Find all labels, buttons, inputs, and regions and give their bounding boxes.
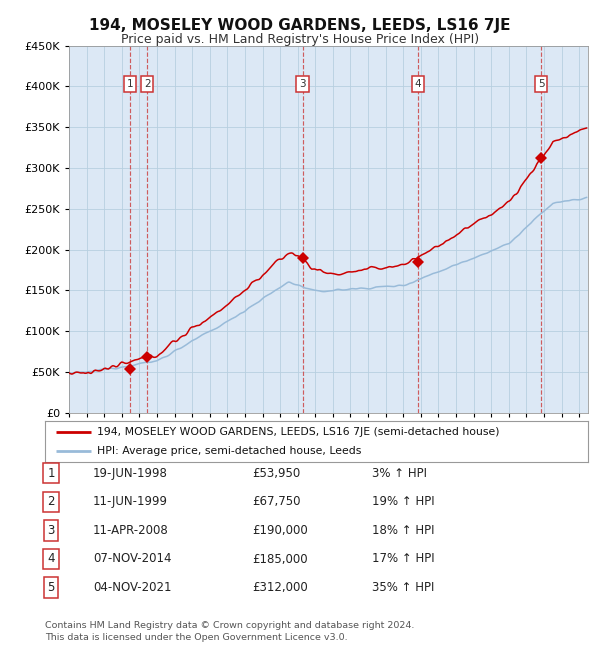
Text: 3: 3 bbox=[299, 79, 306, 89]
Text: 07-NOV-2014: 07-NOV-2014 bbox=[93, 552, 172, 566]
Text: 17% ↑ HPI: 17% ↑ HPI bbox=[372, 552, 434, 566]
Text: £312,000: £312,000 bbox=[252, 581, 308, 594]
Text: 2: 2 bbox=[47, 495, 55, 508]
Text: 3% ↑ HPI: 3% ↑ HPI bbox=[372, 467, 427, 480]
Text: 11-APR-2008: 11-APR-2008 bbox=[93, 524, 169, 537]
Text: 11-JUN-1999: 11-JUN-1999 bbox=[93, 495, 168, 508]
Text: 19-JUN-1998: 19-JUN-1998 bbox=[93, 467, 168, 480]
Text: 18% ↑ HPI: 18% ↑ HPI bbox=[372, 524, 434, 537]
Text: 35% ↑ HPI: 35% ↑ HPI bbox=[372, 581, 434, 594]
Text: £67,750: £67,750 bbox=[252, 495, 301, 508]
Text: 194, MOSELEY WOOD GARDENS, LEEDS, LS16 7JE: 194, MOSELEY WOOD GARDENS, LEEDS, LS16 7… bbox=[89, 18, 511, 33]
Text: HPI: Average price, semi-detached house, Leeds: HPI: Average price, semi-detached house,… bbox=[97, 446, 361, 456]
Text: £185,000: £185,000 bbox=[252, 552, 308, 566]
Text: 4: 4 bbox=[415, 79, 422, 89]
Text: 5: 5 bbox=[47, 581, 55, 594]
Text: This data is licensed under the Open Government Licence v3.0.: This data is licensed under the Open Gov… bbox=[45, 633, 347, 642]
Text: 2: 2 bbox=[144, 79, 151, 89]
Text: 194, MOSELEY WOOD GARDENS, LEEDS, LS16 7JE (semi-detached house): 194, MOSELEY WOOD GARDENS, LEEDS, LS16 7… bbox=[97, 427, 499, 437]
Text: 04-NOV-2021: 04-NOV-2021 bbox=[93, 581, 172, 594]
Text: 19% ↑ HPI: 19% ↑ HPI bbox=[372, 495, 434, 508]
Text: 4: 4 bbox=[47, 552, 55, 566]
Text: 1: 1 bbox=[127, 79, 133, 89]
Text: £190,000: £190,000 bbox=[252, 524, 308, 537]
Text: £53,950: £53,950 bbox=[252, 467, 300, 480]
Text: 1: 1 bbox=[47, 467, 55, 480]
Text: Price paid vs. HM Land Registry's House Price Index (HPI): Price paid vs. HM Land Registry's House … bbox=[121, 32, 479, 46]
Text: 5: 5 bbox=[538, 79, 545, 89]
Text: Contains HM Land Registry data © Crown copyright and database right 2024.: Contains HM Land Registry data © Crown c… bbox=[45, 621, 415, 630]
Text: 3: 3 bbox=[47, 524, 55, 537]
